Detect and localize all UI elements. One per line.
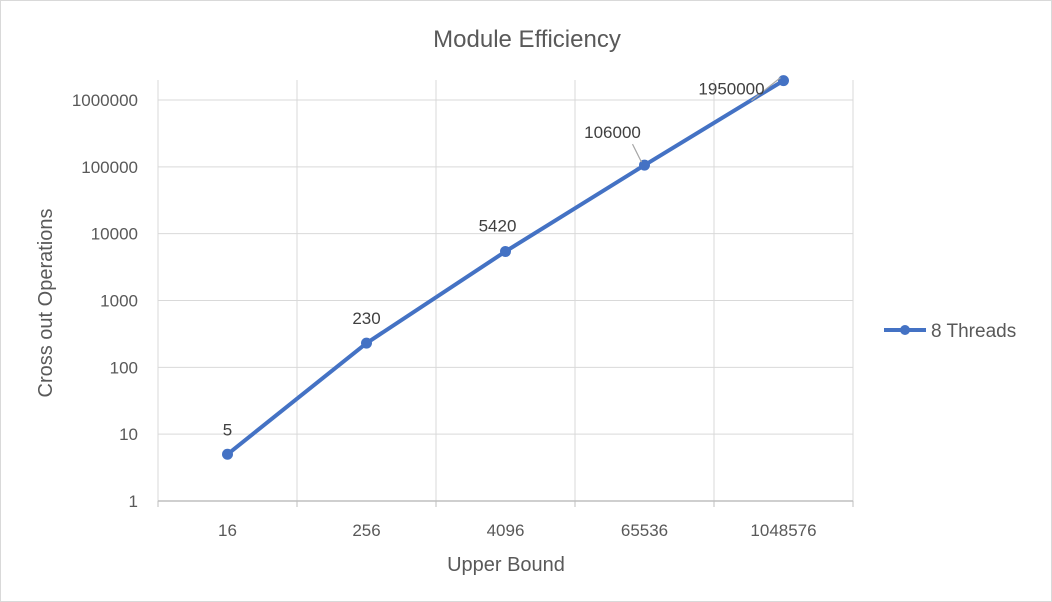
chart-title: Module Efficiency bbox=[433, 26, 621, 53]
label-layer: 5 230 5420 106000 1950000 bbox=[223, 77, 781, 439]
x-tick-label: 1048576 bbox=[750, 521, 816, 540]
data-label: 230 bbox=[352, 309, 380, 328]
x-tick-label: 256 bbox=[352, 521, 380, 540]
data-point bbox=[361, 337, 372, 349]
axis-layer: 1 10 100 1000 10000 100000 1000000 16 256 4096 655… bbox=[72, 91, 854, 540]
data-point bbox=[778, 75, 789, 87]
series-layer bbox=[222, 75, 789, 460]
y-tick-label: 1000 bbox=[100, 292, 138, 311]
data-label-leader bbox=[631, 143, 643, 163]
y-tick-label: 10 bbox=[119, 425, 138, 444]
x-axis-title: Upper Bound bbox=[447, 554, 565, 576]
legend-marker bbox=[900, 325, 910, 335]
y-axis-title: Cross out Operations bbox=[35, 209, 57, 398]
y-tick-label: 1000000 bbox=[72, 91, 138, 110]
data-label: 1950000 bbox=[698, 80, 764, 99]
data-label-leader bbox=[751, 77, 781, 102]
data-point bbox=[222, 448, 233, 460]
y-tick-label: 10000 bbox=[91, 225, 138, 244]
x-tick-label: 65536 bbox=[621, 521, 668, 540]
x-tick-label: 4096 bbox=[487, 521, 525, 540]
x-tick-label: 16 bbox=[218, 521, 237, 540]
data-point bbox=[500, 245, 511, 257]
y-tick-label: 100000 bbox=[81, 158, 138, 177]
legend-label: 8 Threads bbox=[931, 321, 1016, 342]
y-tick-label: 100 bbox=[110, 358, 138, 377]
data-label: 106000 bbox=[584, 123, 641, 142]
data-label: 5 bbox=[223, 420, 232, 439]
legend: 8 Threads bbox=[884, 321, 1016, 342]
data-label: 5420 bbox=[479, 216, 517, 235]
data-point bbox=[639, 159, 650, 171]
y-tick-label: 1 bbox=[129, 492, 138, 511]
